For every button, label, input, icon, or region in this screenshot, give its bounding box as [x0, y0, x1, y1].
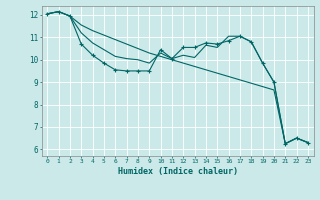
- X-axis label: Humidex (Indice chaleur): Humidex (Indice chaleur): [118, 167, 237, 176]
